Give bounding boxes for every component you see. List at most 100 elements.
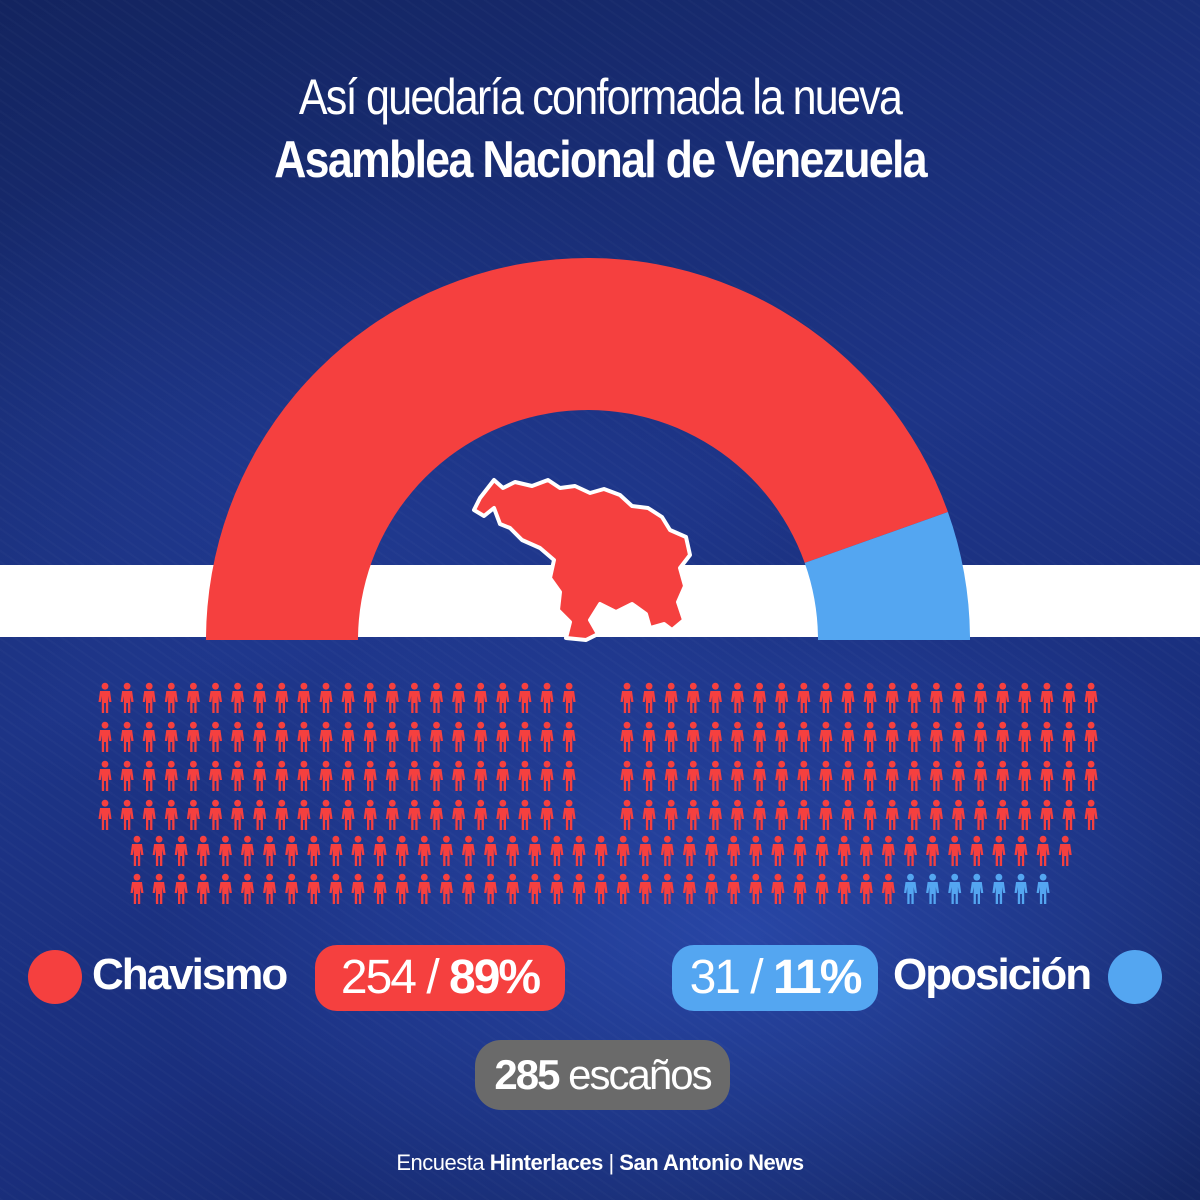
person-icon	[430, 799, 443, 830]
person-icon	[474, 682, 488, 713]
person-icon	[705, 873, 719, 904]
person-icon	[620, 721, 634, 752]
person-icon	[793, 835, 807, 866]
source-outlet: San Antonio News	[619, 1150, 804, 1175]
person-icon	[1062, 760, 1076, 791]
person-icon	[731, 721, 744, 752]
person-icon	[186, 721, 200, 752]
person-icon	[417, 873, 431, 904]
person-icon	[775, 799, 789, 830]
source-prefix: Encuesta	[396, 1150, 490, 1175]
person-icon	[142, 799, 156, 830]
person-icon	[952, 721, 965, 752]
person-icon	[430, 721, 443, 752]
person-icon	[540, 760, 554, 791]
person-icon	[319, 682, 333, 713]
person-icon	[1084, 721, 1098, 752]
person-icon	[952, 799, 965, 830]
person-icon	[218, 873, 232, 904]
person-icon	[929, 760, 943, 791]
person-icon	[152, 835, 166, 866]
total-seats-label: escaños	[558, 1051, 712, 1098]
person-icon	[506, 835, 520, 866]
person-icon	[452, 682, 466, 713]
person-icon	[753, 760, 767, 791]
person-icon	[881, 873, 895, 904]
total-seats-pill: 285 escaños	[475, 1040, 730, 1110]
person-icon	[275, 760, 289, 791]
person-icon	[430, 760, 443, 791]
person-icon	[907, 799, 921, 830]
person-icon	[373, 873, 387, 904]
person-icon	[708, 799, 722, 830]
person-icon	[120, 682, 134, 713]
person-icon	[209, 721, 222, 752]
person-icon	[241, 873, 254, 904]
person-icon	[819, 760, 833, 791]
person-icon	[518, 760, 532, 791]
person-icon	[620, 799, 634, 830]
person-icon	[1040, 682, 1054, 713]
person-icon	[196, 873, 210, 904]
person-icon	[496, 760, 510, 791]
person-icon	[859, 873, 873, 904]
person-icon	[164, 721, 178, 752]
person-icon	[363, 682, 377, 713]
title-line-2: Asamblea Nacional de Venezuela	[274, 131, 928, 189]
person-icon	[1018, 799, 1032, 830]
person-icon	[363, 721, 377, 752]
person-icon	[528, 835, 542, 866]
person-icon	[841, 682, 855, 713]
person-icon	[837, 873, 851, 904]
person-icon	[439, 835, 453, 866]
person-icon	[749, 873, 763, 904]
oposicion-label: Oposición	[893, 950, 1092, 999]
person-icon	[164, 799, 178, 830]
person-icon	[275, 682, 289, 713]
person-icon	[841, 721, 855, 752]
person-icon	[385, 682, 399, 713]
person-icon	[174, 835, 188, 866]
total-seats-count: 285	[494, 1051, 560, 1098]
person-icon	[638, 873, 652, 904]
person-icon	[797, 799, 811, 830]
person-icon	[186, 760, 200, 791]
person-icon	[815, 835, 829, 866]
person-icon	[948, 835, 962, 866]
person-icon	[285, 835, 299, 866]
person-icon	[948, 873, 962, 904]
person-icon	[174, 873, 188, 904]
person-icon	[341, 721, 355, 752]
person-icon	[797, 760, 811, 791]
person-icon	[363, 760, 377, 791]
person-icon	[98, 760, 112, 791]
oposicion-legend-dot	[1108, 950, 1162, 1004]
person-icon	[727, 835, 741, 866]
person-icon	[686, 760, 700, 791]
person-icon	[638, 835, 652, 866]
person-icon	[307, 873, 321, 904]
person-icon	[885, 682, 899, 713]
person-icon	[462, 873, 475, 904]
person-icon	[859, 835, 873, 866]
person-icon	[562, 760, 576, 791]
person-icon	[1058, 835, 1072, 866]
person-icon	[484, 873, 498, 904]
person-icon	[297, 760, 311, 791]
person-icon	[594, 873, 608, 904]
person-icon	[142, 682, 156, 713]
person-icon	[616, 873, 630, 904]
person-icon	[996, 721, 1010, 752]
person-icon	[263, 873, 277, 904]
person-icon	[297, 721, 311, 752]
person-icon	[952, 760, 965, 791]
person-icon	[797, 721, 811, 752]
person-icon	[753, 682, 767, 713]
person-icon	[731, 760, 744, 791]
person-icon	[683, 873, 696, 904]
person-icon	[620, 682, 634, 713]
person-icon	[98, 799, 112, 830]
person-icon	[885, 799, 899, 830]
person-icon	[130, 835, 144, 866]
person-icon	[841, 799, 855, 830]
